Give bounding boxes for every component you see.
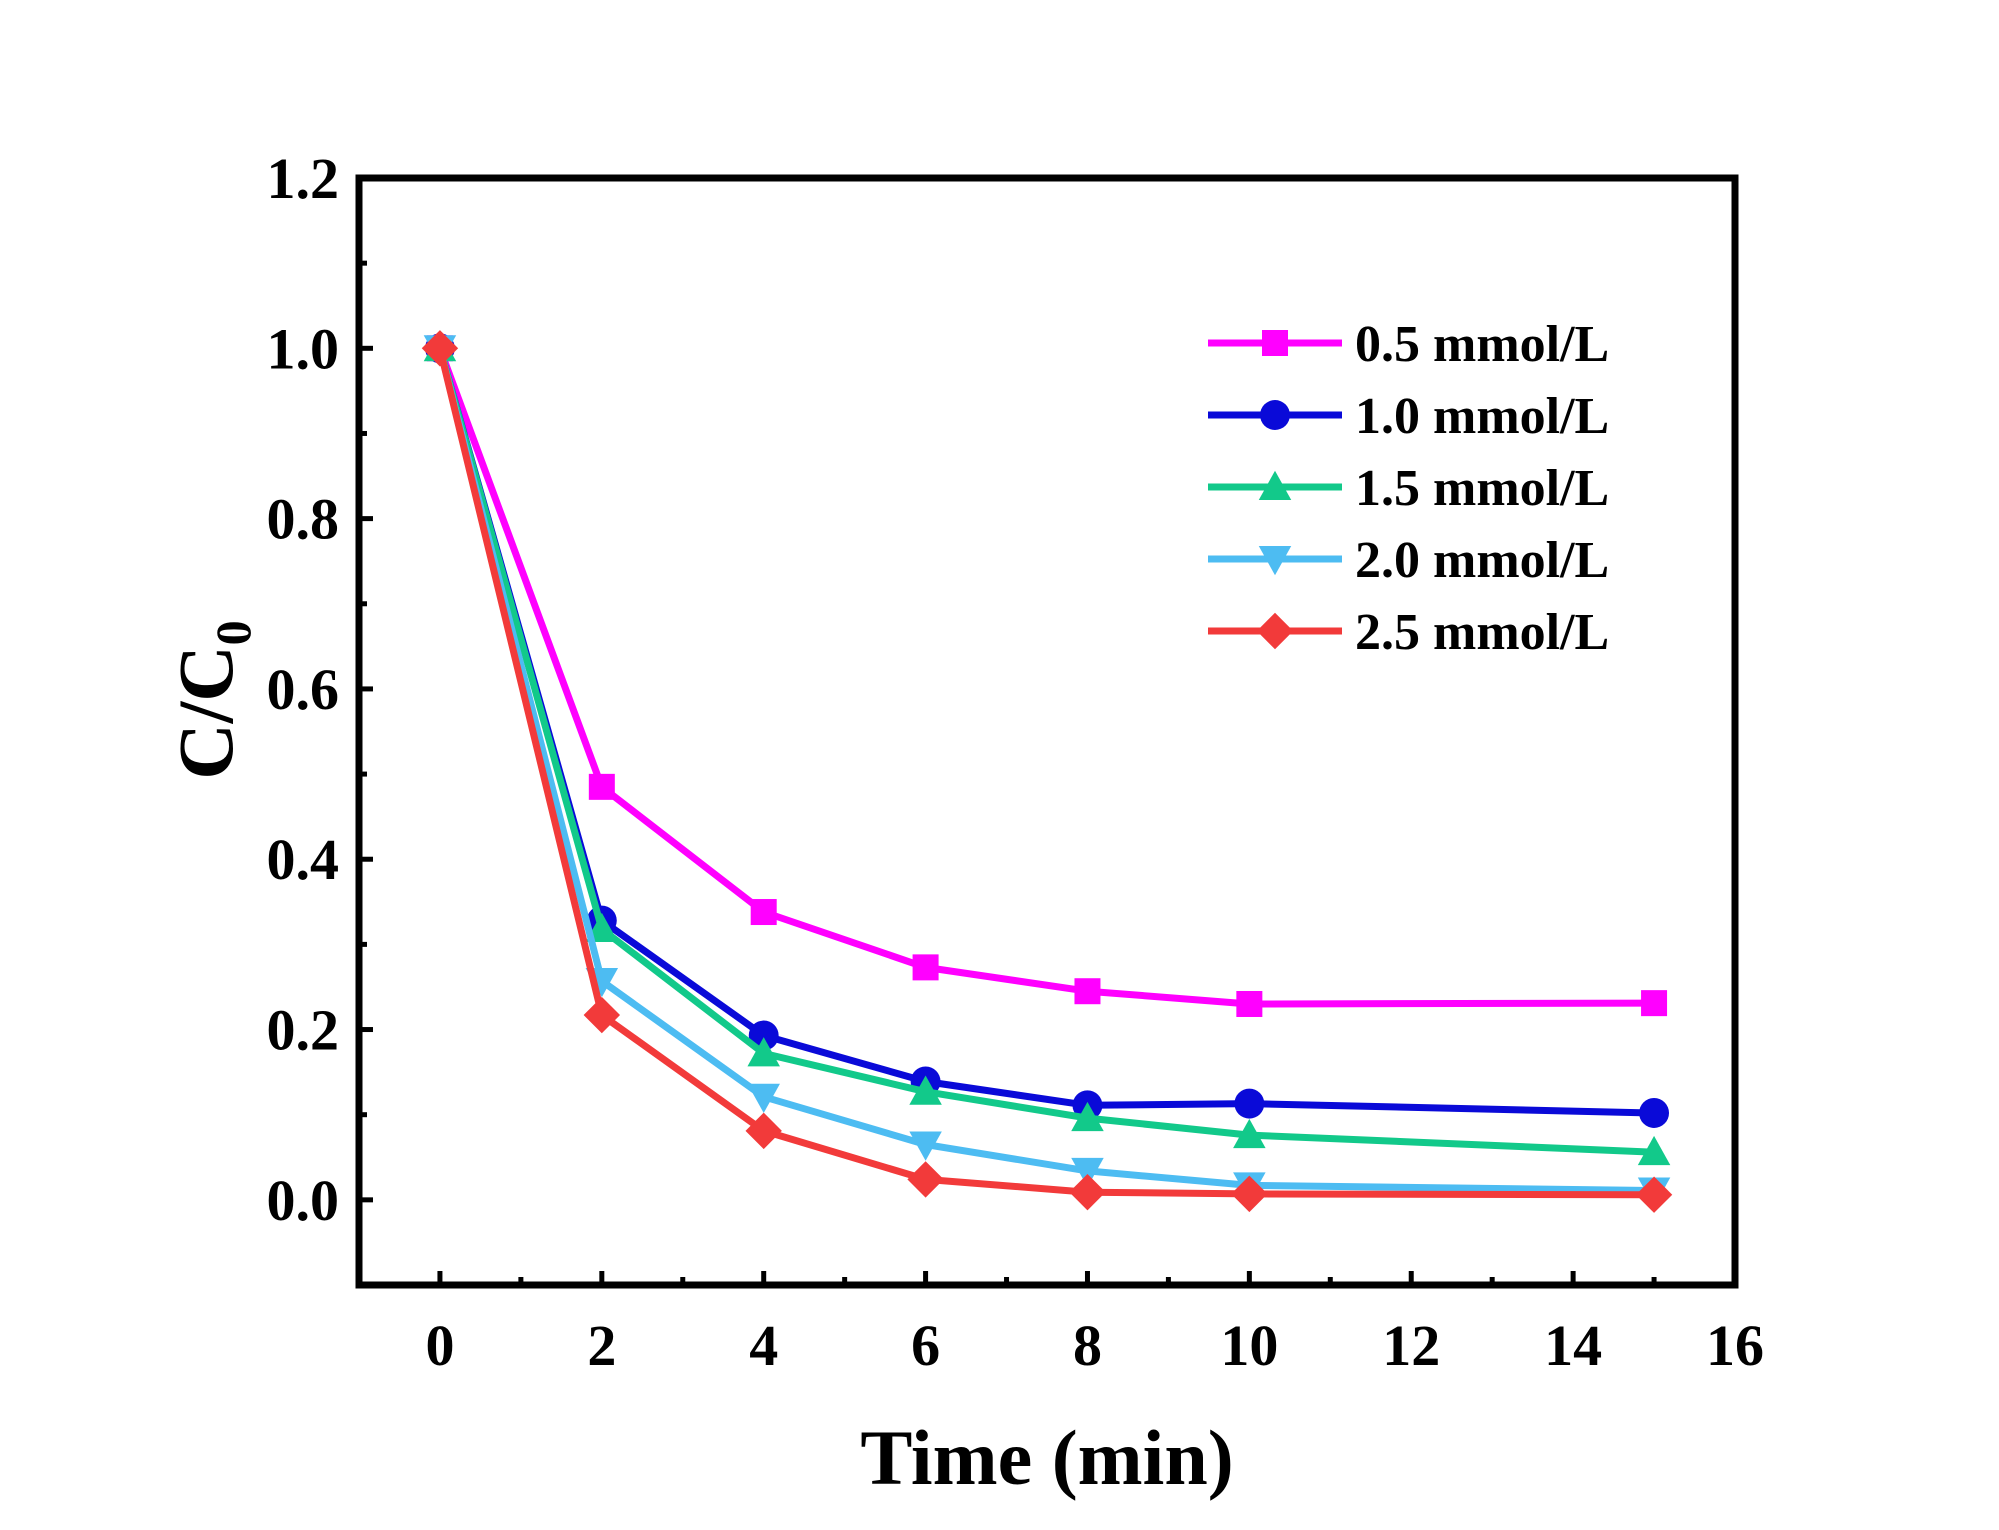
diamond-marker (583, 996, 621, 1034)
circle-marker (1260, 400, 1290, 430)
legend-label: 1.0 mmol/L (1355, 388, 1609, 445)
y-tick-label: 1.0 (267, 316, 340, 381)
series-group (421, 330, 1673, 1213)
y-axis-title: C/C0 (162, 620, 261, 779)
x-axis-title: Time (min) (860, 1414, 1233, 1501)
y-tick-label: 1.2 (267, 146, 340, 211)
square-marker (912, 954, 939, 981)
x-tick-label: 6 (911, 1313, 940, 1378)
plot-frame (355, 174, 1739, 1289)
legend-label: 1.5 mmol/L (1355, 460, 1609, 517)
legend-entry: 2.0 mmol/L (1208, 532, 1609, 589)
circle-marker (1234, 1088, 1265, 1119)
legend-label: 0.5 mmol/L (1355, 316, 1609, 373)
diamond-marker (745, 1112, 782, 1150)
x-tick-label: 16 (1706, 1313, 1764, 1378)
diamond-marker (421, 330, 459, 367)
y-axis-title-main: C/C (162, 645, 249, 779)
triangle-up-marker (585, 912, 619, 943)
diamond-marker (907, 1161, 944, 1198)
y-tick-label: 0.2 (267, 998, 340, 1063)
y-tick-label: 0.6 (267, 657, 340, 722)
triangle-up-marker (747, 1037, 780, 1067)
tick-labels: 0 2 4 6 8 10 12 14 16 0.0 0.2 0.4 0.6 0.8 1.0 1.2 (267, 146, 1765, 1378)
x-tick-label: 12 (1382, 1313, 1440, 1378)
triangle-up-marker (1637, 1135, 1671, 1166)
circle-marker (1639, 1098, 1670, 1128)
circle-marker (748, 1020, 779, 1051)
square-marker (750, 899, 777, 926)
triangle-up-marker (1071, 1101, 1104, 1132)
x-tick-label: 0 (425, 1313, 454, 1378)
diamond-marker (1231, 1175, 1268, 1213)
triangle-down-marker (747, 1083, 780, 1114)
x-tick-label: 10 (1220, 1313, 1278, 1378)
y-axis-title-subscript: 0 (205, 620, 261, 645)
square-marker (588, 773, 615, 800)
legend-entry: 2.5 mmol/L (1208, 604, 1609, 661)
triangle-up-marker (909, 1075, 942, 1105)
legend-label: 2.5 mmol/L (1355, 604, 1609, 661)
triangle-down-marker (1258, 546, 1292, 576)
diamond-marker (1069, 1173, 1106, 1211)
diamond-marker (1635, 1176, 1673, 1213)
legend-entry: 1.0 mmol/L (1208, 388, 1609, 445)
series-0-5-mmol-l (426, 335, 1668, 1017)
y-tick-label: 0.8 (267, 487, 340, 552)
square-marker (1262, 330, 1288, 356)
triangle-up-marker (1233, 1118, 1266, 1149)
series-1-5-mmol-l (423, 332, 1671, 1166)
x-tick-label: 2 (587, 1313, 616, 1378)
y-tick-label: 0.0 (267, 1168, 340, 1233)
legend-entry: 0.5 mmol/L (1208, 316, 1609, 373)
x-tick-label: 4 (749, 1313, 778, 1378)
x-tick-label: 14 (1544, 1313, 1602, 1378)
x-tick-label: 8 (1073, 1313, 1102, 1378)
triangle-down-marker (1071, 1157, 1104, 1188)
legend-label: 2.0 mmol/L (1355, 532, 1609, 589)
square-marker (1236, 990, 1263, 1017)
diamond-marker (1256, 612, 1294, 650)
square-marker (1641, 990, 1668, 1017)
square-marker (1074, 978, 1101, 1005)
triangle-down-marker (909, 1131, 942, 1161)
series-2-5-mmol-l (421, 330, 1673, 1213)
legend: 0.5 mmol/L 1.0 mmol/L 1.5 mmol/L 2.0 mmol/L… (1208, 316, 1609, 661)
triangle-up-marker (1258, 470, 1292, 500)
legend-entry: 1.5 mmol/L (1208, 460, 1609, 517)
y-tick-label: 0.4 (267, 827, 340, 892)
